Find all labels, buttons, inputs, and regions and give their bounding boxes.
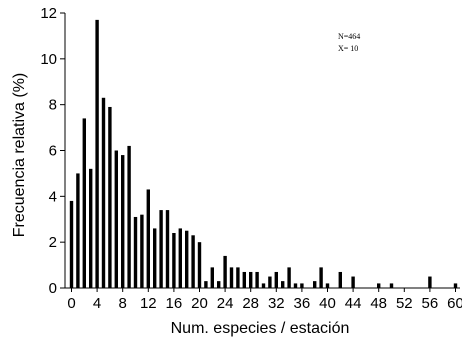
bar-20 (197, 242, 202, 288)
x-tick-label-0: 0 (67, 295, 75, 312)
x-tick-label-56: 56 (422, 295, 439, 312)
y-tick-label-8: 8 (49, 97, 57, 114)
bar-23 (217, 281, 221, 289)
y-tick-label-6: 6 (49, 143, 57, 160)
y-tick-label-4: 4 (49, 188, 57, 205)
bar-14 (159, 210, 163, 288)
y-tick-label-2: 2 (49, 234, 57, 251)
x-tick-label-36: 36 (294, 295, 311, 312)
x-tick-label-28: 28 (242, 295, 259, 312)
bar-12 (146, 189, 150, 288)
x-tick-label-40: 40 (319, 295, 336, 312)
bar-36 (300, 283, 304, 288)
bar-1 (76, 173, 80, 288)
bar-11 (140, 214, 144, 288)
bar-22 (210, 267, 214, 289)
bar-27 (242, 271, 246, 288)
x-tick-label-32: 32 (268, 295, 285, 312)
bar-19 (191, 235, 195, 288)
bar-40 (325, 283, 330, 288)
bar-8 (121, 155, 125, 288)
x-tick-label-60: 60 (447, 295, 462, 312)
y-tick-label-0: 0 (49, 280, 57, 297)
bar-10 (133, 216, 138, 288)
bar-35 (293, 283, 298, 288)
x-tick-label-52: 52 (396, 295, 413, 312)
bar-6 (108, 106, 112, 289)
bar-29 (255, 271, 259, 288)
x-axis-title: Num. especies / estación (171, 320, 350, 337)
bar-32 (274, 271, 278, 288)
mean-annotation: X= 10 (338, 44, 358, 53)
bar-56 (428, 276, 432, 288)
y-axis-title: Frecuencia relativa (%) (11, 73, 28, 238)
bar-42 (338, 271, 342, 288)
x-tick-label-20: 20 (191, 295, 208, 312)
y-tick-label-10: 10 (40, 51, 57, 68)
bar-21 (204, 281, 208, 289)
x-tick-label-16: 16 (166, 295, 183, 312)
bar-2 (82, 118, 86, 288)
bar-18 (185, 230, 189, 288)
bar-44 (351, 276, 355, 288)
bar-3 (89, 168, 93, 288)
bar-0 (69, 200, 74, 288)
bar-34 (287, 267, 291, 289)
bar-9 (127, 145, 131, 288)
x-tick-label-44: 44 (345, 295, 362, 312)
bar-33 (281, 281, 285, 289)
bar-30 (261, 283, 266, 288)
bar-60 (453, 283, 458, 288)
bar-31 (268, 276, 272, 288)
x-tick-label-4: 4 (93, 295, 101, 312)
bar-4 (95, 19, 99, 289)
bar-48 (377, 283, 381, 288)
bar-15 (165, 210, 170, 288)
x-tick-label-12: 12 (140, 295, 157, 312)
bar-24 (223, 255, 227, 288)
bar-16 (172, 233, 176, 288)
x-tick-label-48: 48 (370, 295, 387, 312)
bar-26 (236, 267, 240, 289)
bar-17 (178, 228, 182, 288)
y-tick-label-12: 12 (40, 5, 57, 22)
x-tick-label-8: 8 (119, 295, 127, 312)
bars-group (69, 19, 458, 289)
bar-25 (229, 267, 234, 289)
bar-38 (313, 281, 317, 289)
x-ticks-group: 0 4 8 12 16 20 24 28 32 36 40 44 48 52 56 60 (67, 288, 462, 312)
y-ticks-group: 0 2 4 6 8 10 12 (40, 5, 65, 297)
bar-7 (114, 150, 118, 288)
x-tick-label-24: 24 (217, 295, 234, 312)
bar-5 (101, 97, 106, 288)
bar-39 (319, 267, 323, 289)
bar-28 (249, 271, 253, 288)
bar-50 (389, 283, 394, 288)
sample-size-annotation: N=464 (338, 32, 360, 41)
bar-13 (153, 228, 157, 288)
